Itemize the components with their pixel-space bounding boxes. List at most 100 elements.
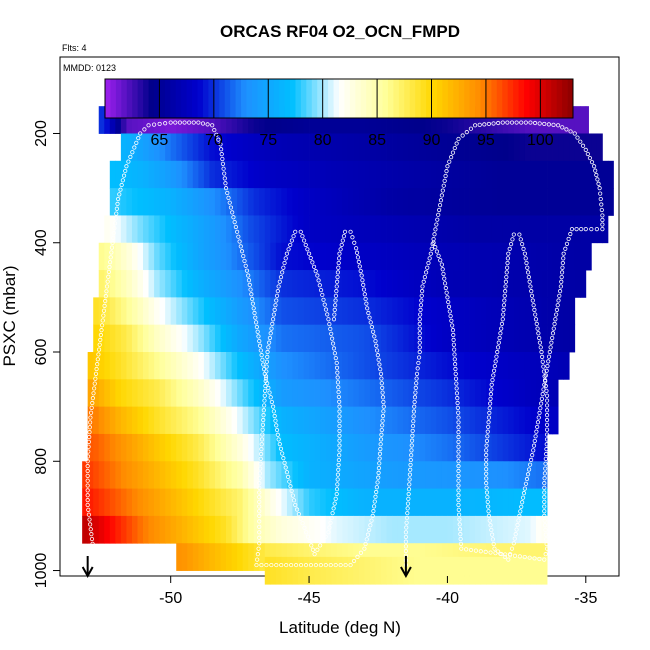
heatmap-cell [109,352,116,380]
track-point [550,335,555,341]
heatmap-cell [425,242,432,271]
heatmap-cell [580,188,587,216]
track-point [484,443,489,448]
track-point [256,334,261,339]
heatmap-cell [375,379,382,408]
heatmap-cell [242,352,249,380]
heatmap-cell [430,297,437,326]
heatmap-cell [292,406,299,435]
heatmap-cell [303,488,310,517]
track-point [294,507,300,512]
track-point [543,379,548,384]
heatmap-cell [519,515,526,544]
heatmap-cell [309,515,315,544]
heatmap-cell [181,461,188,489]
heatmap-cell [159,379,166,408]
track-point [307,538,312,544]
track-point [168,120,173,125]
track-point [259,562,264,568]
track-point [456,430,461,435]
heatmap-cell [353,133,360,162]
heatmap-cell [270,515,277,544]
track-point [542,481,547,486]
track-point [335,482,340,487]
heatmap-cell [309,556,315,585]
track-point [408,467,413,472]
heatmap-cell [475,379,482,408]
track-point [533,312,538,317]
heatmap-cell [397,379,404,408]
heatmap-cell [303,556,310,585]
track-point [361,282,366,287]
heatmap-cell [502,188,509,216]
heatmap-cell [336,352,343,380]
heatmap-cell [347,160,354,189]
heatmap-cell [170,242,177,271]
track-point [578,139,583,144]
track-point [589,160,595,165]
track-point [220,161,226,166]
heatmap-cell [369,270,376,298]
heatmap-cell [408,106,415,134]
heatmap-cell [226,188,232,216]
heatmap-cell [574,160,581,189]
heatmap-cell [286,461,293,489]
heatmap-cell [369,556,376,585]
heatmap-cell [248,160,255,189]
heatmap-cell [320,188,327,216]
heatmap-cell [530,215,537,244]
heatmap-cell [192,461,199,489]
heatmap-cell [419,461,426,489]
track-point [486,513,492,519]
heatmap-cell [259,188,266,216]
heatmap-cell [115,406,122,435]
track-point [218,142,223,147]
track-point [243,263,248,268]
colorbar-swatch [393,79,400,118]
heatmap-cell [176,270,183,298]
heatmap-cell [137,461,144,489]
heatmap-cell [209,242,216,271]
heatmap-cell [237,188,244,216]
heatmap-cell [198,406,205,435]
heatmap-cell [154,297,161,326]
track-point [548,345,553,350]
track-point [600,222,605,227]
heatmap-cell [336,406,343,435]
heatmap-cell [143,461,149,489]
track-point [350,235,355,240]
heatmap-cell [253,106,260,134]
heatmap-cell [574,270,581,298]
heatmap-cell [563,242,570,271]
track-point [551,122,556,127]
track-point [289,488,294,494]
track-point [600,213,605,218]
heatmap-cell [397,133,404,162]
heatmap-cell [475,106,482,134]
track-point [257,490,262,495]
track-point [255,329,260,334]
heatmap-cell [369,297,376,326]
heatmap-cell [563,324,570,353]
heatmap-cell [491,461,498,489]
track-point [86,439,92,444]
heatmap-cell [397,188,404,216]
track-point [438,198,444,203]
heatmap-cell [552,106,559,134]
heatmap-cell [508,406,515,435]
track-point [486,424,491,430]
track-point [600,226,605,232]
heatmap-cell [497,352,504,380]
heatmap-cell [115,215,122,244]
colorbar-swatch [333,79,340,118]
heatmap-cell [314,106,321,134]
track-point [336,394,341,400]
track-point [354,250,360,255]
heatmap-cell [585,215,592,244]
heatmap-cell [458,106,465,134]
track-point [95,564,100,569]
heatmap-cell [336,324,343,353]
heatmap-cell [447,433,454,462]
track-point [336,389,341,395]
track-point [317,283,322,288]
